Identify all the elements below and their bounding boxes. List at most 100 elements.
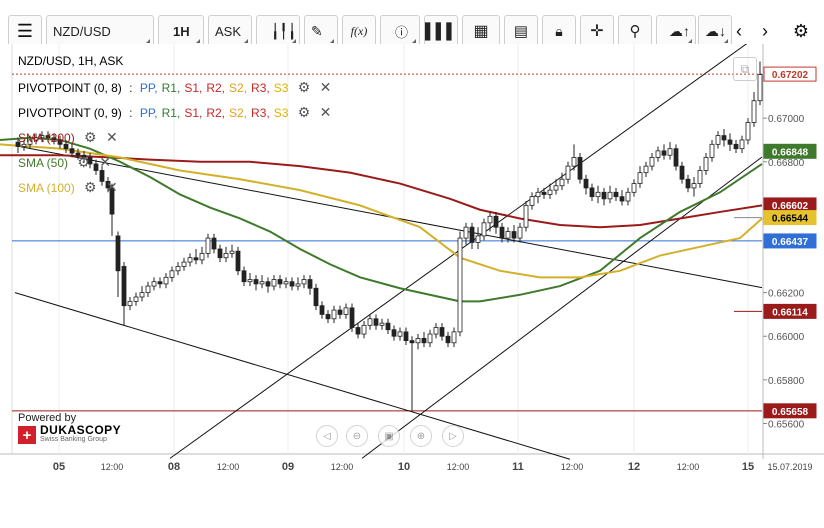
gear-icon[interactable]: ⚙ bbox=[77, 154, 90, 170]
candle-body bbox=[541, 191, 547, 195]
candle-body bbox=[607, 191, 613, 200]
template-button[interactable]: ▤ bbox=[504, 15, 538, 47]
arrow-right-icon: ▷ bbox=[449, 430, 457, 442]
crosshair-icon: ✛ bbox=[590, 23, 604, 40]
sma100-legend[interactable]: SMA (100) ⚙ ✕ bbox=[18, 179, 118, 196]
zoom-button[interactable]: ⚲ bbox=[618, 15, 652, 47]
candle-body bbox=[289, 281, 295, 287]
candle-body bbox=[283, 281, 289, 285]
lock-button[interactable]: 🔒︎ bbox=[542, 15, 576, 47]
sma50-legend[interactable]: SMA (50) ⚙ ✕ bbox=[18, 154, 111, 171]
calendar-button[interactable]: ▦ bbox=[462, 15, 500, 47]
sma100-legend-name: SMA (100) bbox=[18, 181, 75, 195]
gear-icon: ⚙ bbox=[792, 20, 810, 41]
info-button[interactable]: ⓘ bbox=[380, 15, 420, 47]
gear-icon[interactable]: ⚙ bbox=[84, 179, 97, 195]
volume-button[interactable]: ▌▌▌ bbox=[424, 15, 458, 47]
candle-body bbox=[715, 135, 721, 145]
side-select[interactable]: ASK bbox=[208, 15, 252, 47]
sma200-legend-name: SMA (200) bbox=[18, 131, 75, 145]
candle-body bbox=[223, 252, 229, 259]
candle-body bbox=[211, 237, 217, 250]
price-tag-box bbox=[763, 210, 817, 226]
nav-forward-button[interactable]: ▷ bbox=[442, 425, 464, 447]
powered-by-label: Powered by bbox=[18, 412, 77, 424]
candle-body bbox=[505, 231, 511, 239]
reset-button[interactable]: ▣ bbox=[378, 425, 400, 447]
candle-body bbox=[517, 226, 523, 239]
candle-body bbox=[15, 141, 21, 147]
price-tag: 0.67202 bbox=[763, 66, 817, 82]
draw-tool-button[interactable]: ✎ bbox=[304, 15, 338, 47]
toolbar: ☰ NZD/USD 1H ASK ╽╿╽ ✎ f(x) ⓘ ▌▌▌ ▦ ▤ 🔒︎… bbox=[0, 0, 824, 47]
close-icon[interactable]: ✕ bbox=[99, 154, 111, 170]
settings-button[interactable]: ⚙ bbox=[790, 15, 812, 47]
crosshair-button[interactable]: ✛ bbox=[580, 15, 614, 47]
candle-body bbox=[247, 279, 253, 283]
price-tag-box bbox=[763, 233, 817, 249]
sma200-legend[interactable]: SMA (200) ⚙ ✕ bbox=[18, 129, 118, 146]
candle-body bbox=[265, 281, 271, 287]
scroll-left-button[interactable]: ‹ bbox=[732, 15, 746, 47]
price-tag-label: 0.66437 bbox=[772, 237, 809, 248]
x-tick-label: 12 bbox=[628, 461, 640, 473]
price-tag-label: 0.66114 bbox=[772, 307, 808, 318]
gear-icon[interactable]: ⚙ bbox=[297, 79, 311, 95]
y-tick-label: 0.65800 bbox=[768, 376, 805, 387]
upload-button[interactable]: ☁↑ bbox=[656, 15, 696, 47]
candle-body bbox=[163, 276, 169, 285]
candle-body bbox=[475, 235, 481, 243]
zoom-out-button[interactable]: ⊖ bbox=[346, 425, 368, 447]
download-button[interactable]: ☁↓ bbox=[698, 15, 732, 47]
indicators-button[interactable]: f(x) bbox=[342, 15, 376, 47]
zoom-in-button[interactable]: ⊕ bbox=[410, 425, 432, 447]
candle-body bbox=[619, 196, 625, 202]
candle-body bbox=[631, 183, 637, 193]
candle-body bbox=[577, 157, 583, 180]
candle-body bbox=[361, 324, 367, 335]
menu-button[interactable]: ☰ bbox=[8, 15, 42, 47]
candle-body bbox=[39, 135, 45, 139]
cloud-download-icon: ☁↓ bbox=[705, 22, 726, 39]
candle-body bbox=[529, 196, 535, 206]
candle-body bbox=[637, 172, 643, 184]
price-tag: 0.66544 bbox=[763, 210, 817, 226]
brand-tagline: Swiss Banking Group bbox=[40, 436, 107, 443]
external-link-icon: ⧉ bbox=[740, 61, 750, 76]
candle-body bbox=[81, 154, 87, 158]
x-tick-label: 10 bbox=[398, 461, 410, 473]
candle-body bbox=[93, 163, 99, 171]
popout-button[interactable]: ⧉ bbox=[733, 57, 757, 81]
chart-type-button[interactable]: ╽╿╽ bbox=[256, 15, 300, 47]
y-tick-label: 0.66200 bbox=[768, 289, 805, 300]
candle-body bbox=[217, 248, 223, 259]
close-icon[interactable]: ✕ bbox=[105, 129, 118, 145]
timeframe-select[interactable]: 1H bbox=[158, 15, 204, 47]
chart-area[interactable]: 0.670000.668000.665400.662000.660000.658… bbox=[0, 32, 824, 523]
price-tag-label: 0.66544 bbox=[772, 214, 809, 225]
close-icon[interactable]: ✕ bbox=[319, 79, 332, 95]
candle-body bbox=[697, 170, 703, 184]
gear-icon[interactable]: ⚙ bbox=[297, 104, 311, 120]
instrument-select[interactable]: NZD/USD bbox=[46, 15, 154, 47]
lock-icon: 🔒︎ bbox=[555, 22, 563, 39]
price-tag-label: 0.67202 bbox=[772, 70, 809, 81]
close-icon[interactable]: ✕ bbox=[105, 179, 118, 195]
close-icon[interactable]: ✕ bbox=[319, 104, 332, 120]
candle-body bbox=[667, 148, 673, 156]
candle-body bbox=[391, 329, 397, 337]
pivot-legend-1[interactable]: PIVOTPOINT (0, 8) : PP, R1, S1, R2, S2, R3, S3… bbox=[18, 79, 332, 95]
pivot-legend-2[interactable]: PIVOTPOINT (0, 9) : PP, R1, S1, R2, S2, R3, S3… bbox=[18, 104, 332, 120]
gear-icon[interactable]: ⚙ bbox=[84, 129, 97, 145]
instrument-label: NZD/USD bbox=[53, 23, 111, 39]
price-tag-box bbox=[763, 143, 817, 159]
scroll-right-button[interactable]: › bbox=[758, 15, 772, 47]
candle-body bbox=[127, 300, 133, 307]
candle-body bbox=[397, 331, 403, 337]
candle-body bbox=[691, 183, 697, 189]
candle-body bbox=[457, 237, 463, 333]
nav-back-button[interactable]: ◁ bbox=[316, 425, 338, 447]
candle-body bbox=[139, 292, 145, 298]
x-tick-label: 09 bbox=[282, 461, 294, 473]
candle-body bbox=[145, 285, 151, 294]
